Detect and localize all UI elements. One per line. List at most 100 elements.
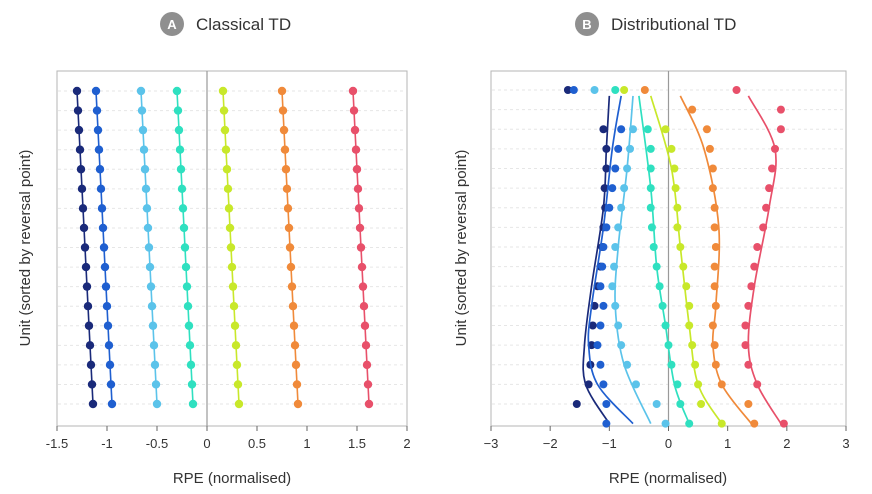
- data-point: [676, 400, 685, 408]
- data-point: [753, 243, 762, 251]
- data-point: [97, 204, 107, 213]
- panel-a-x-ticks: -1.5 -1 -0.5 0 0.5 1 1.5 2: [46, 426, 411, 451]
- data-point: [708, 164, 717, 173]
- data-point: [711, 301, 720, 310]
- data-point: [679, 262, 688, 271]
- series-curve: [587, 95, 634, 425]
- data-point: [286, 262, 296, 272]
- panel-b-plot: [492, 71, 845, 428]
- data-point: [623, 360, 632, 369]
- data-point: [281, 165, 291, 174]
- data-point: [646, 164, 655, 173]
- data-point: [614, 144, 623, 153]
- data-point: [614, 321, 623, 330]
- data-point: [224, 204, 234, 213]
- data-point: [711, 243, 720, 251]
- data-point: [145, 262, 155, 272]
- data-point: [649, 243, 658, 251]
- data-point: [73, 106, 83, 115]
- data-point: [631, 380, 640, 389]
- data-point: [602, 164, 611, 173]
- panel-a-frame: [56, 70, 408, 427]
- data-point: [667, 360, 676, 369]
- data-point: [364, 399, 374, 409]
- data-point: [151, 380, 161, 389]
- data-point: [598, 262, 607, 271]
- data-point: [136, 86, 146, 96]
- data-point: [710, 223, 719, 232]
- data-point: [626, 144, 635, 153]
- data-point: [352, 165, 362, 174]
- panel-a-x-label: RPE (normalised): [173, 470, 291, 487]
- data-point: [222, 165, 232, 174]
- series-curve: [649, 95, 723, 425]
- data-point: [661, 419, 670, 428]
- data-point: [685, 301, 694, 310]
- data-point: [138, 125, 148, 135]
- data-point: [229, 301, 239, 311]
- series-curve: [614, 95, 652, 424]
- data-point: [152, 399, 162, 409]
- data-point: [652, 262, 661, 271]
- data-point: [360, 321, 370, 330]
- data-point: [611, 243, 620, 251]
- x-tick-label: -0.5: [146, 436, 168, 451]
- data-point: [750, 419, 759, 428]
- data-point: [220, 125, 230, 135]
- data-point: [228, 282, 238, 291]
- data-point: [349, 106, 359, 115]
- data-point: [608, 282, 617, 291]
- data-point: [96, 184, 106, 194]
- data-point: [146, 282, 156, 291]
- data-point: [655, 282, 664, 291]
- data-point: [667, 144, 676, 153]
- x-tick-label: 1: [724, 436, 731, 451]
- data-point: [771, 144, 779, 153]
- data-point: [94, 145, 104, 154]
- data-point: [230, 321, 240, 330]
- data-point: [710, 282, 719, 291]
- data-point: [685, 419, 694, 428]
- data-point: [363, 380, 373, 389]
- data-point: [605, 203, 614, 212]
- data-point: [289, 321, 299, 330]
- data-point: [182, 282, 192, 291]
- data-point: [354, 204, 364, 213]
- data-point: [753, 380, 762, 389]
- data-point: [186, 360, 196, 370]
- data-point: [361, 341, 371, 350]
- data-point: [600, 184, 609, 193]
- data-point: [744, 301, 753, 310]
- data-point: [176, 165, 186, 174]
- data-point: [359, 301, 369, 311]
- data-point: [103, 321, 113, 330]
- data-point: [284, 223, 294, 233]
- data-point: [682, 282, 691, 291]
- data-point: [231, 341, 241, 350]
- panel-a-y-label: Unit (sorted by reversal point): [17, 150, 34, 347]
- data-point: [602, 223, 611, 232]
- data-point: [670, 164, 679, 173]
- data-point: [688, 341, 697, 350]
- x-tick-label: -1.5: [46, 436, 68, 451]
- data-point: [291, 360, 301, 370]
- data-point: [175, 145, 185, 154]
- data-point: [593, 341, 602, 350]
- data-point: [710, 262, 719, 271]
- data-point: [100, 262, 110, 272]
- panel-b-badge-letter: B: [582, 17, 591, 32]
- data-point: [348, 86, 358, 96]
- data-point: [744, 360, 753, 369]
- data-point: [569, 86, 578, 94]
- data-point: [181, 262, 191, 272]
- panel-b-x-ticks: −3 −2 −1 0 1 2 3: [484, 426, 850, 451]
- data-point: [293, 399, 303, 409]
- data-point: [106, 380, 116, 389]
- data-point: [75, 145, 85, 154]
- data-point: [183, 301, 193, 311]
- data-point: [290, 341, 300, 350]
- data-point: [620, 184, 629, 193]
- data-point: [219, 106, 229, 115]
- data-point: [652, 400, 661, 408]
